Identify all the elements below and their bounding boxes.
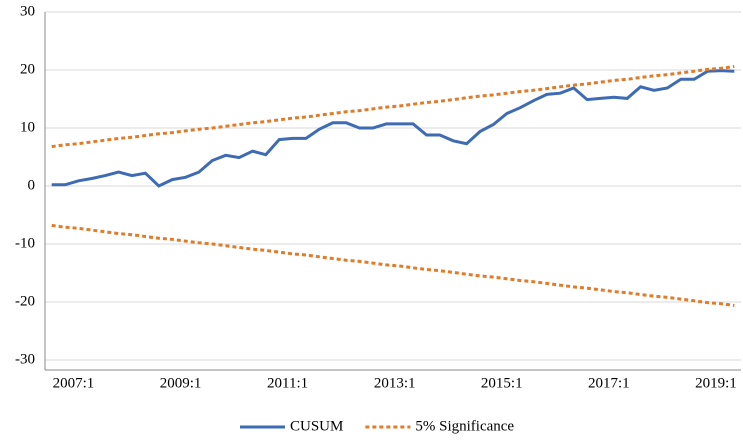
y-tick-label: 20 [20, 61, 35, 77]
series-line [51, 69, 735, 188]
y-tick-label: -30 [15, 351, 35, 367]
y-tick-label: -10 [15, 235, 35, 251]
y-tick-label: 30 [20, 3, 35, 19]
y-tick-label: -20 [15, 293, 35, 309]
x-tick-label: 2009:1 [160, 375, 202, 391]
x-tick-label: 2019:1 [695, 375, 737, 391]
legend-label: 5% Significance [415, 418, 514, 434]
legend-label: CUSUM [290, 418, 343, 434]
x-tick-label: 2017:1 [588, 375, 630, 391]
y-tick-label: 10 [20, 119, 35, 135]
x-tick-label: 2013:1 [374, 375, 416, 391]
x-tick-label: 2007:1 [53, 375, 95, 391]
x-tick-label: 2011:1 [267, 375, 308, 391]
series-line [51, 223, 735, 307]
x-tick-label: 2015:1 [481, 375, 523, 391]
y-tick-label: 0 [28, 177, 36, 193]
series-line [51, 65, 735, 149]
